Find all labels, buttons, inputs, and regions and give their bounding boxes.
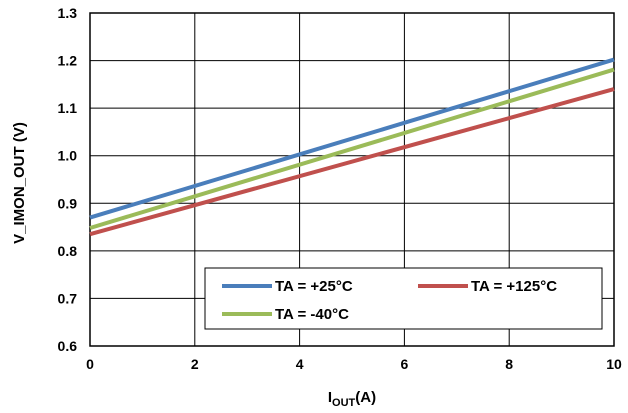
x-axis-title: IOUT(A) — [328, 389, 376, 409]
y-axis-title: V_IMON_OUT (V) — [11, 122, 28, 244]
y-tick-label: 0.7 — [58, 290, 78, 306]
series-lines — [89, 57, 615, 237]
x-axis-title-sub: OUT — [332, 397, 356, 409]
legend-label-0: TA = +25°C — [275, 278, 353, 295]
grid — [89, 12, 615, 347]
y-tick-label: 0.6 — [58, 338, 78, 354]
legend-box — [204, 267, 603, 330]
x-tick-label: 10 — [606, 356, 622, 372]
y-tick-labels: 0.6 0.7 0.8 0.9 1.0 1.1 1.2 1.3 — [58, 5, 78, 354]
legend-label-2: TA = -40°C — [275, 306, 349, 323]
y-tick-label: 0.8 — [58, 243, 78, 259]
y-tick-label: 1.1 — [58, 100, 78, 116]
series-line-1 — [89, 87, 615, 237]
x-tick-label: 6 — [401, 356, 409, 372]
legend-label-1: TA = +125°C — [471, 278, 557, 295]
x-tick-label: 2 — [191, 356, 199, 372]
x-tick-label: 0 — [86, 356, 94, 372]
y-tick-label: 1.2 — [58, 53, 78, 69]
x-tick-labels: 0 2 4 6 8 10 — [86, 356, 622, 372]
plot-area-border — [89, 12, 615, 347]
x-axis-title-unit: (A) — [355, 389, 376, 406]
legend: TA = +25°C TA = +125°C TA = -40°C — [204, 267, 603, 330]
series-line-2 — [89, 67, 615, 230]
series-line-0 — [89, 57, 615, 220]
x-axis-title-main: I — [328, 389, 332, 406]
y-tick-label: 0.9 — [58, 195, 78, 211]
x-tick-label: 8 — [505, 356, 513, 372]
y-tick-label: 1.3 — [58, 5, 78, 21]
y-tick-label: 1.0 — [58, 148, 78, 164]
x-tick-label: 4 — [296, 356, 304, 372]
